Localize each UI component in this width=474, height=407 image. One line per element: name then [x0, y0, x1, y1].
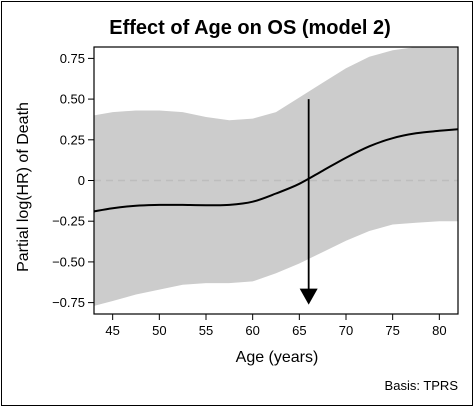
x-tick-label: 55 [199, 323, 213, 338]
x-tick-label: 50 [152, 323, 166, 338]
y-tick-label: −0.75 [52, 295, 85, 310]
x-tick-label: 75 [385, 323, 399, 338]
basis-note: Basis: TPRS [385, 378, 459, 393]
y-tick-label: 0.25 [60, 132, 85, 147]
y-tick-label: 0 [78, 173, 85, 188]
x-tick-label: 65 [292, 323, 306, 338]
plot-area: 45 50 55 60 65 70 75 80 0.75 0.50 0.25 0 −0.25 −0.50 −… [52, 46, 459, 338]
y-axis-label: Partial log(HR) of Death [15, 102, 32, 272]
confidence-band [94, 47, 458, 306]
y-tick-label: 0.75 [60, 51, 85, 66]
annotation-arrow-head [299, 288, 318, 305]
x-axis-label: Age (years) [236, 349, 319, 366]
chart-title: Effect of Age on OS (model 2) [109, 17, 391, 39]
x-tick-label: 45 [105, 323, 119, 338]
series-line-0 [94, 128, 458, 213]
y-tick-label: 0.50 [60, 92, 85, 107]
x-tick-label: 70 [339, 323, 353, 338]
y-tick-label: −0.50 [52, 254, 85, 269]
x-tick-label: 80 [432, 323, 446, 338]
x-tick-label: 60 [245, 323, 259, 338]
y-tick-label: −0.25 [52, 214, 85, 229]
